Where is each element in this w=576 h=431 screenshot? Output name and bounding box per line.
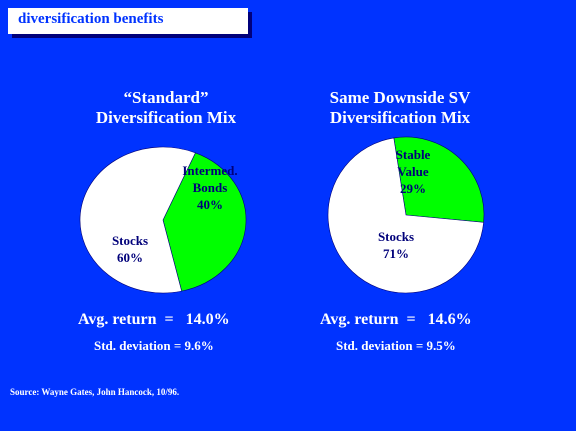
chart-2-title: Same Downside SV Diversification Mix	[290, 88, 510, 128]
source-note: Source: Wayne Gates, John Hancock, 10/96…	[10, 387, 180, 397]
chart-2-avg-return: Avg. return = 14.6%	[320, 311, 472, 328]
chart-1-avg-return: Avg. return = 14.0%	[78, 311, 230, 328]
chart-1-std-deviation: Std. deviation = 9.6%	[94, 338, 214, 353]
chart-1-title-line-1: “Standard”	[123, 88, 209, 107]
chart-2-title-line-1: Same Downside SV	[329, 88, 471, 107]
pie-chart-standard-mix: Intermed. Bonds 40% Stocks 60%	[79, 146, 247, 294]
title-box	[8, 8, 248, 34]
page-title: diversification benefits	[18, 11, 164, 27]
chart-2-title-line-2: Diversification Mix	[329, 108, 471, 127]
chart-1-title-line-2: Diversification Mix	[95, 108, 237, 127]
pie-label-2-1: Stable Value 29%	[396, 147, 431, 196]
pie-slice-2-2	[327, 137, 484, 294]
pie-slice-1-2	[79, 146, 196, 294]
pie-slice-2-1	[393, 136, 485, 223]
pie-label-1-1: Intermed. Bonds 40%	[182, 163, 237, 212]
chart-1-title: “Standard” Diversification Mix	[56, 88, 276, 128]
pie-label-1-2: Stocks 60%	[112, 233, 148, 265]
pie-chart-same-downside-sv-mix: Stable Value 29% Stocks 71%	[327, 136, 485, 294]
pie-slice-1-1	[162, 152, 247, 292]
pie-label-2-2: Stocks 71%	[378, 229, 414, 261]
chart-2-std-deviation: Std. deviation = 9.5%	[336, 338, 456, 353]
